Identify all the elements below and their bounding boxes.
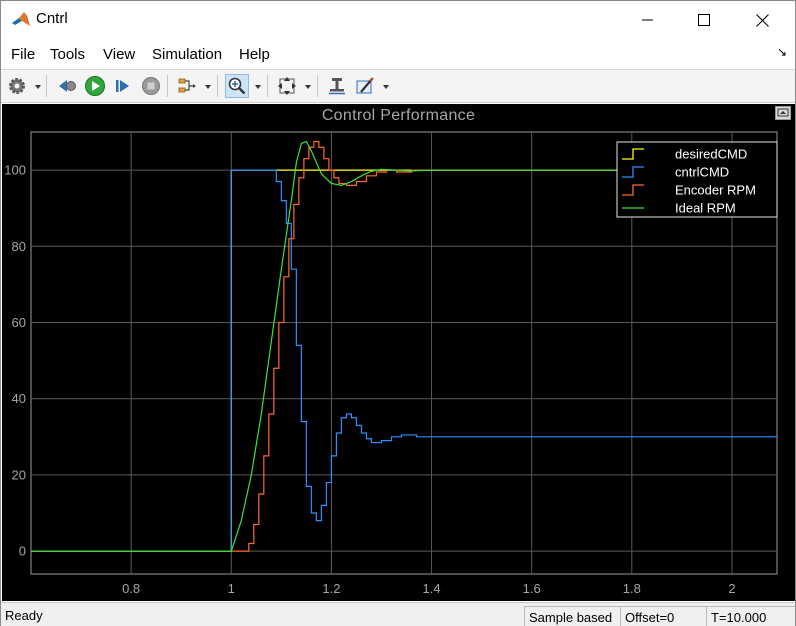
- menu-tools[interactable]: Tools: [50, 46, 86, 63]
- dock-pin-icon[interactable]: ↘: [776, 45, 787, 59]
- legend-swatch: [622, 166, 644, 178]
- x-tick-label: 1: [228, 581, 235, 596]
- step-back-icon: [59, 80, 76, 92]
- legend-label: cntrlCMD: [675, 165, 729, 180]
- x-tick-label: 0.8: [122, 581, 140, 596]
- status-sample-mode: Sample based: [524, 606, 620, 626]
- minimize-icon: [642, 19, 653, 21]
- configuration-button[interactable]: [5, 74, 29, 98]
- stop-button[interactable]: [139, 74, 163, 98]
- toolbar-separator: [217, 75, 218, 97]
- signal-selector-button[interactable]: [175, 74, 199, 98]
- run-button[interactable]: [83, 74, 107, 98]
- toolbar-separator: [167, 75, 168, 97]
- y-tick-label: 80: [12, 239, 26, 254]
- close-icon: [755, 13, 769, 27]
- maximize-button[interactable]: [681, 1, 727, 39]
- status-ready-text: Ready: [5, 608, 43, 623]
- x-tick-label: 1.8: [623, 581, 641, 596]
- undock-icon[interactable]: [775, 106, 791, 120]
- legend-label: Encoder RPM: [675, 183, 756, 198]
- fit-to-view-icon: [278, 77, 296, 95]
- menu-bar: File Tools View Simulation Help ↘: [1, 39, 795, 69]
- menu-help[interactable]: Help: [239, 46, 270, 63]
- signal-selector-icon: [178, 78, 196, 93]
- series-cntrlcmd: [31, 169, 777, 552]
- zoom-in-button[interactable]: [225, 74, 249, 98]
- chevron-down-icon[interactable]: [204, 83, 212, 91]
- series-encoder-rpm: [31, 140, 777, 552]
- toolbar-separator: [267, 75, 268, 97]
- cursor-measurements-icon: [329, 78, 345, 95]
- fit-to-view-button[interactable]: [275, 74, 299, 98]
- stop-icon: [142, 77, 160, 95]
- style-button[interactable]: [353, 74, 377, 98]
- status-time: T=10.000: [706, 606, 795, 626]
- legend-box: [616, 141, 778, 218]
- y-tick-label: 40: [12, 391, 26, 406]
- menu-file[interactable]: File: [11, 46, 36, 63]
- scope-display[interactable]: 0.8 1 1.2 1.4 1.6 1.8 2 0 20 40 60 80 100 desiredCMD c…: [2, 104, 795, 601]
- title-bar[interactable]: Cntrl: [1, 1, 795, 39]
- gear-icon: [9, 78, 25, 94]
- x-tick-label: 2: [728, 581, 735, 596]
- legend-swatch: [622, 148, 644, 160]
- step-forward-button[interactable]: [111, 74, 135, 98]
- status-bar: Ready Sample based Offset=0 T=10.000: [1, 602, 795, 626]
- toolbar: [1, 69, 795, 103]
- legend-swatch: [622, 184, 644, 196]
- window-title: Cntrl: [36, 10, 68, 27]
- legend-label: Ideal RPM: [675, 201, 736, 216]
- y-tick-label: 0: [19, 544, 26, 559]
- toolbar-separator: [317, 75, 318, 97]
- x-tick-label: 1.6: [523, 581, 541, 596]
- y-tick-label: 20: [12, 467, 26, 482]
- close-button[interactable]: [739, 1, 785, 39]
- cursor-measurements-button[interactable]: [325, 74, 349, 98]
- menu-simulation[interactable]: Simulation: [152, 46, 223, 63]
- y-tick-label: 100: [4, 163, 26, 178]
- chevron-down-icon[interactable]: [34, 83, 42, 91]
- chevron-down-icon[interactable]: [304, 83, 312, 91]
- step-back-button[interactable]: [55, 74, 79, 98]
- minimize-button[interactable]: [625, 1, 671, 39]
- chevron-down-icon[interactable]: [254, 83, 262, 91]
- y-tick-label: 60: [12, 315, 26, 330]
- plot-canvas[interactable]: 0.8 1 1.2 1.4 1.6 1.8 2020406080100desiredCMDc…: [2, 104, 795, 601]
- x-tick-label: 1.4: [422, 581, 440, 596]
- style-icon: [356, 77, 374, 94]
- maximize-icon: [698, 14, 710, 26]
- status-offset: Offset=0: [620, 606, 706, 626]
- plot-title: Control Performance: [321, 107, 476, 124]
- toolbar-separator: [46, 75, 47, 97]
- chevron-down-icon[interactable]: [382, 83, 390, 91]
- legend-label: desiredCMD: [675, 147, 747, 162]
- step-forward-icon: [116, 80, 129, 92]
- menu-view[interactable]: View: [103, 46, 136, 63]
- run-icon: [85, 76, 105, 96]
- series-ideal-rpm: [31, 140, 777, 552]
- x-tick-label: 1.2: [322, 581, 340, 596]
- zoom-in-icon: [228, 77, 246, 95]
- matlab-logo-icon: [12, 12, 30, 26]
